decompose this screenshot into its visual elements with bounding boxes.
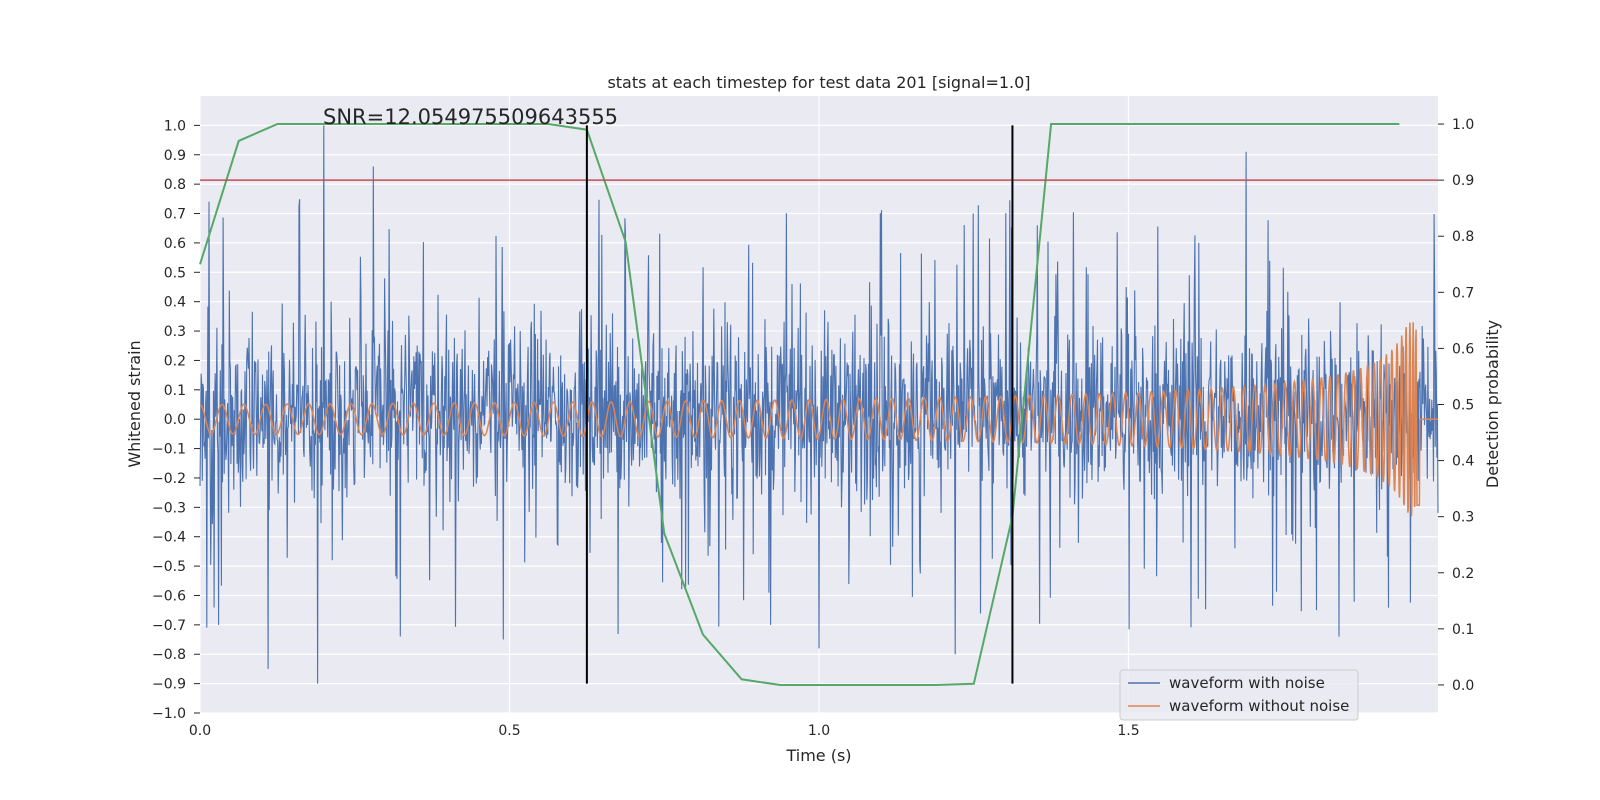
y-tick-label-left: −0.8 [152,647,186,663]
legend-label-clean: waveform without noise [1169,697,1349,715]
y-tick-label-right: 0.0 [1452,678,1474,694]
y-tick-label-left: 0.7 [164,207,186,223]
snr-annotation: SNR=12.054975509643555 [323,105,618,129]
y-tick-label-left: 0.5 [164,265,186,281]
x-axis-label: Time (s) [785,746,851,765]
x-tick-label: 0.5 [498,723,520,739]
y-axis-label-left: Whitened strain [125,340,144,467]
x-tick-label: 0.0 [189,723,211,739]
y-tick-label-right: 0.1 [1452,622,1474,638]
waveform-with-noise-line [199,125,1439,684]
y-tick-label-left: −0.6 [152,588,186,604]
legend-box [1119,669,1359,721]
y-tick-label-right: 1.0 [1452,117,1474,133]
y-tick-label-right: 0.6 [1452,341,1474,357]
y-tick-label-left: 0.1 [164,383,186,399]
y-tick-label-left: 0.6 [164,236,186,252]
chart-title: stats at each timestep for test data 201… [607,73,1030,92]
y-tick-label-right: 0.4 [1452,454,1474,470]
y-tick-label-left: 0.4 [164,295,186,311]
y-tick-label-left: −0.2 [152,471,186,487]
y-tick-label-right: 0.5 [1452,398,1474,414]
detection-probability-line [199,123,1400,686]
x-tick-label: 1.5 [1117,723,1139,739]
y-axis-label-right: Detection probability [1483,320,1502,488]
ticks-layer: 0.0 0.5 1.0 1.5 −1.0 −0.9 −0.8 −0.7 −0.6 −0.5 −0.4… [152,117,1474,739]
y-tick-label-left: −0.9 [152,677,186,693]
y-tick-label-left: −1.0 [152,706,186,722]
y-tick-label-left: −0.3 [152,500,186,516]
x-tick-label: 1.0 [808,723,830,739]
y-tick-label-left: 0.0 [164,412,186,428]
y-tick-label-left: 0.3 [164,324,186,340]
y-tick-label-left: −0.7 [152,618,186,634]
y-tick-label-left: −0.1 [152,442,186,458]
y-tick-label-right: 0.9 [1452,173,1474,189]
legend: waveform with noise waveform without noi… [1119,669,1359,721]
y-tick-label-left: 0.2 [164,353,186,369]
y-tick-label-left: 0.9 [164,148,186,164]
y-tick-label-right: 0.7 [1452,285,1474,301]
y-tick-label-left: 0.8 [164,177,186,193]
y-tick-label-right: 0.3 [1452,510,1474,526]
series-layer [199,123,1439,686]
y-tick-label-right: 0.8 [1452,229,1474,245]
y-tick-label-left: 1.0 [164,118,186,134]
y-tick-label-left: −0.5 [152,559,186,575]
y-tick-label-left: −0.4 [152,530,186,546]
markers-layer [200,125,1438,684]
waveform-without-noise-line [199,322,1438,517]
y-tick-label-right: 0.2 [1452,566,1474,582]
legend-label-noise: waveform with noise [1169,674,1325,692]
